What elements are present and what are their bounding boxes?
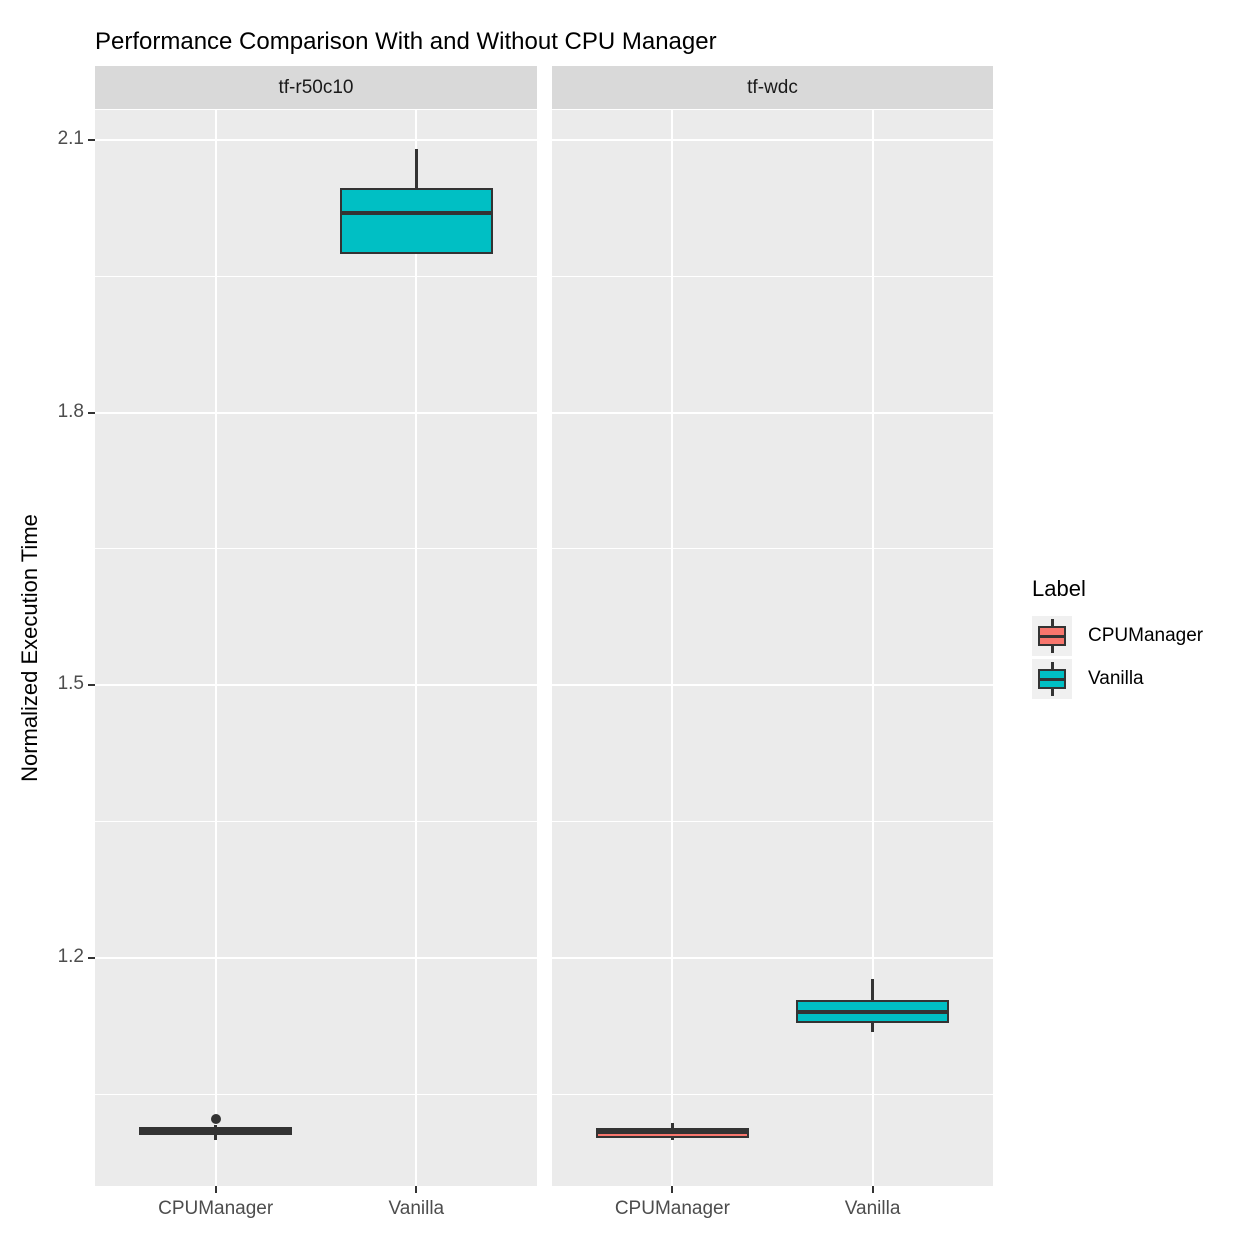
x-tickmark <box>415 1186 418 1193</box>
boxplot-upper-whisker <box>414 149 418 189</box>
x-tick-label: CPUManager <box>614 1198 730 1219</box>
legend-entry-vanilla: Vanilla <box>1032 659 1203 699</box>
x-tickmark <box>214 1186 217 1193</box>
y-tick-label: 2.1 <box>57 127 84 149</box>
facet-strip-label: tf-r50c10 <box>278 76 354 98</box>
y-axis-title: Normalized Execution Time <box>17 514 42 782</box>
boxplot-median <box>796 1010 950 1015</box>
facet-panel-tf-wdc <box>552 110 993 1186</box>
boxplot-glyph-median <box>1038 634 1066 638</box>
y-tickmark <box>88 411 95 414</box>
legend-entry-cpumanager: CPUManager <box>1032 616 1203 656</box>
gridline-minor <box>95 275 537 277</box>
legend-key <box>1032 659 1072 699</box>
gridline-minor <box>552 275 993 277</box>
boxplot-lower-whisker <box>871 1023 875 1033</box>
y-tick-label: 1.2 <box>57 945 84 967</box>
x-tick-label: CPUManager <box>158 1198 274 1219</box>
gridline-vertical <box>214 110 217 1186</box>
y-tick-label: 1.8 <box>57 400 84 422</box>
gridline-major <box>552 956 993 959</box>
gridline-minor <box>552 1093 993 1095</box>
gridline-vertical <box>671 110 674 1186</box>
gridline-major <box>552 684 993 687</box>
boxplot-glyph-median <box>1038 677 1066 681</box>
boxplot-lower-whisker <box>214 1135 218 1140</box>
outlier-point <box>210 1113 221 1124</box>
y-tickmark <box>88 684 95 687</box>
y-tickmark <box>88 956 95 959</box>
boxplot-upper-whisker <box>670 1123 674 1128</box>
boxplot-box <box>339 188 493 254</box>
legend-title: Label <box>1032 576 1086 601</box>
facet-strip-label: tf-wdc <box>747 76 798 98</box>
gridline-major <box>552 411 993 414</box>
gridline-major <box>95 411 537 414</box>
boxplot-median <box>339 210 493 215</box>
chart-title: Performance Comparison With and Without … <box>95 28 717 55</box>
gridline-major <box>552 138 993 141</box>
boxplot-upper-whisker <box>871 978 875 1000</box>
facet-panel-tf-r50c10 <box>95 110 537 1186</box>
y-tickmark <box>88 138 95 141</box>
legend-label: CPUManager <box>1088 625 1204 646</box>
boxplot-median <box>595 1130 749 1135</box>
gridline-minor <box>95 548 537 550</box>
boxplot-lower-whisker <box>670 1137 674 1140</box>
gridline-major <box>95 956 537 959</box>
gridline-vertical <box>415 110 418 1186</box>
gridline-minor <box>95 821 537 823</box>
facet-strip-right: tf-wdc <box>552 66 993 109</box>
x-tickmark <box>671 1186 674 1193</box>
gridline-minor <box>95 1093 537 1095</box>
gridline-major <box>95 138 537 141</box>
gridline-major <box>95 684 537 687</box>
legend-key <box>1032 616 1072 656</box>
gridline-vertical <box>871 110 874 1186</box>
gridline-minor <box>552 821 993 823</box>
x-tick-label: Vanilla <box>388 1198 445 1219</box>
boxplot-median <box>139 1128 293 1133</box>
y-tick-label: 1.5 <box>57 673 84 695</box>
legend-label: Vanilla <box>1088 668 1144 689</box>
facet-strip-left: tf-r50c10 <box>95 66 537 109</box>
legend: Label CPUManager Vanilla <box>1032 576 1203 702</box>
x-tickmark <box>871 1186 874 1193</box>
boxplot-upper-whisker <box>214 1125 218 1127</box>
x-tick-label: Vanilla <box>844 1198 901 1219</box>
gridline-minor <box>552 548 993 550</box>
